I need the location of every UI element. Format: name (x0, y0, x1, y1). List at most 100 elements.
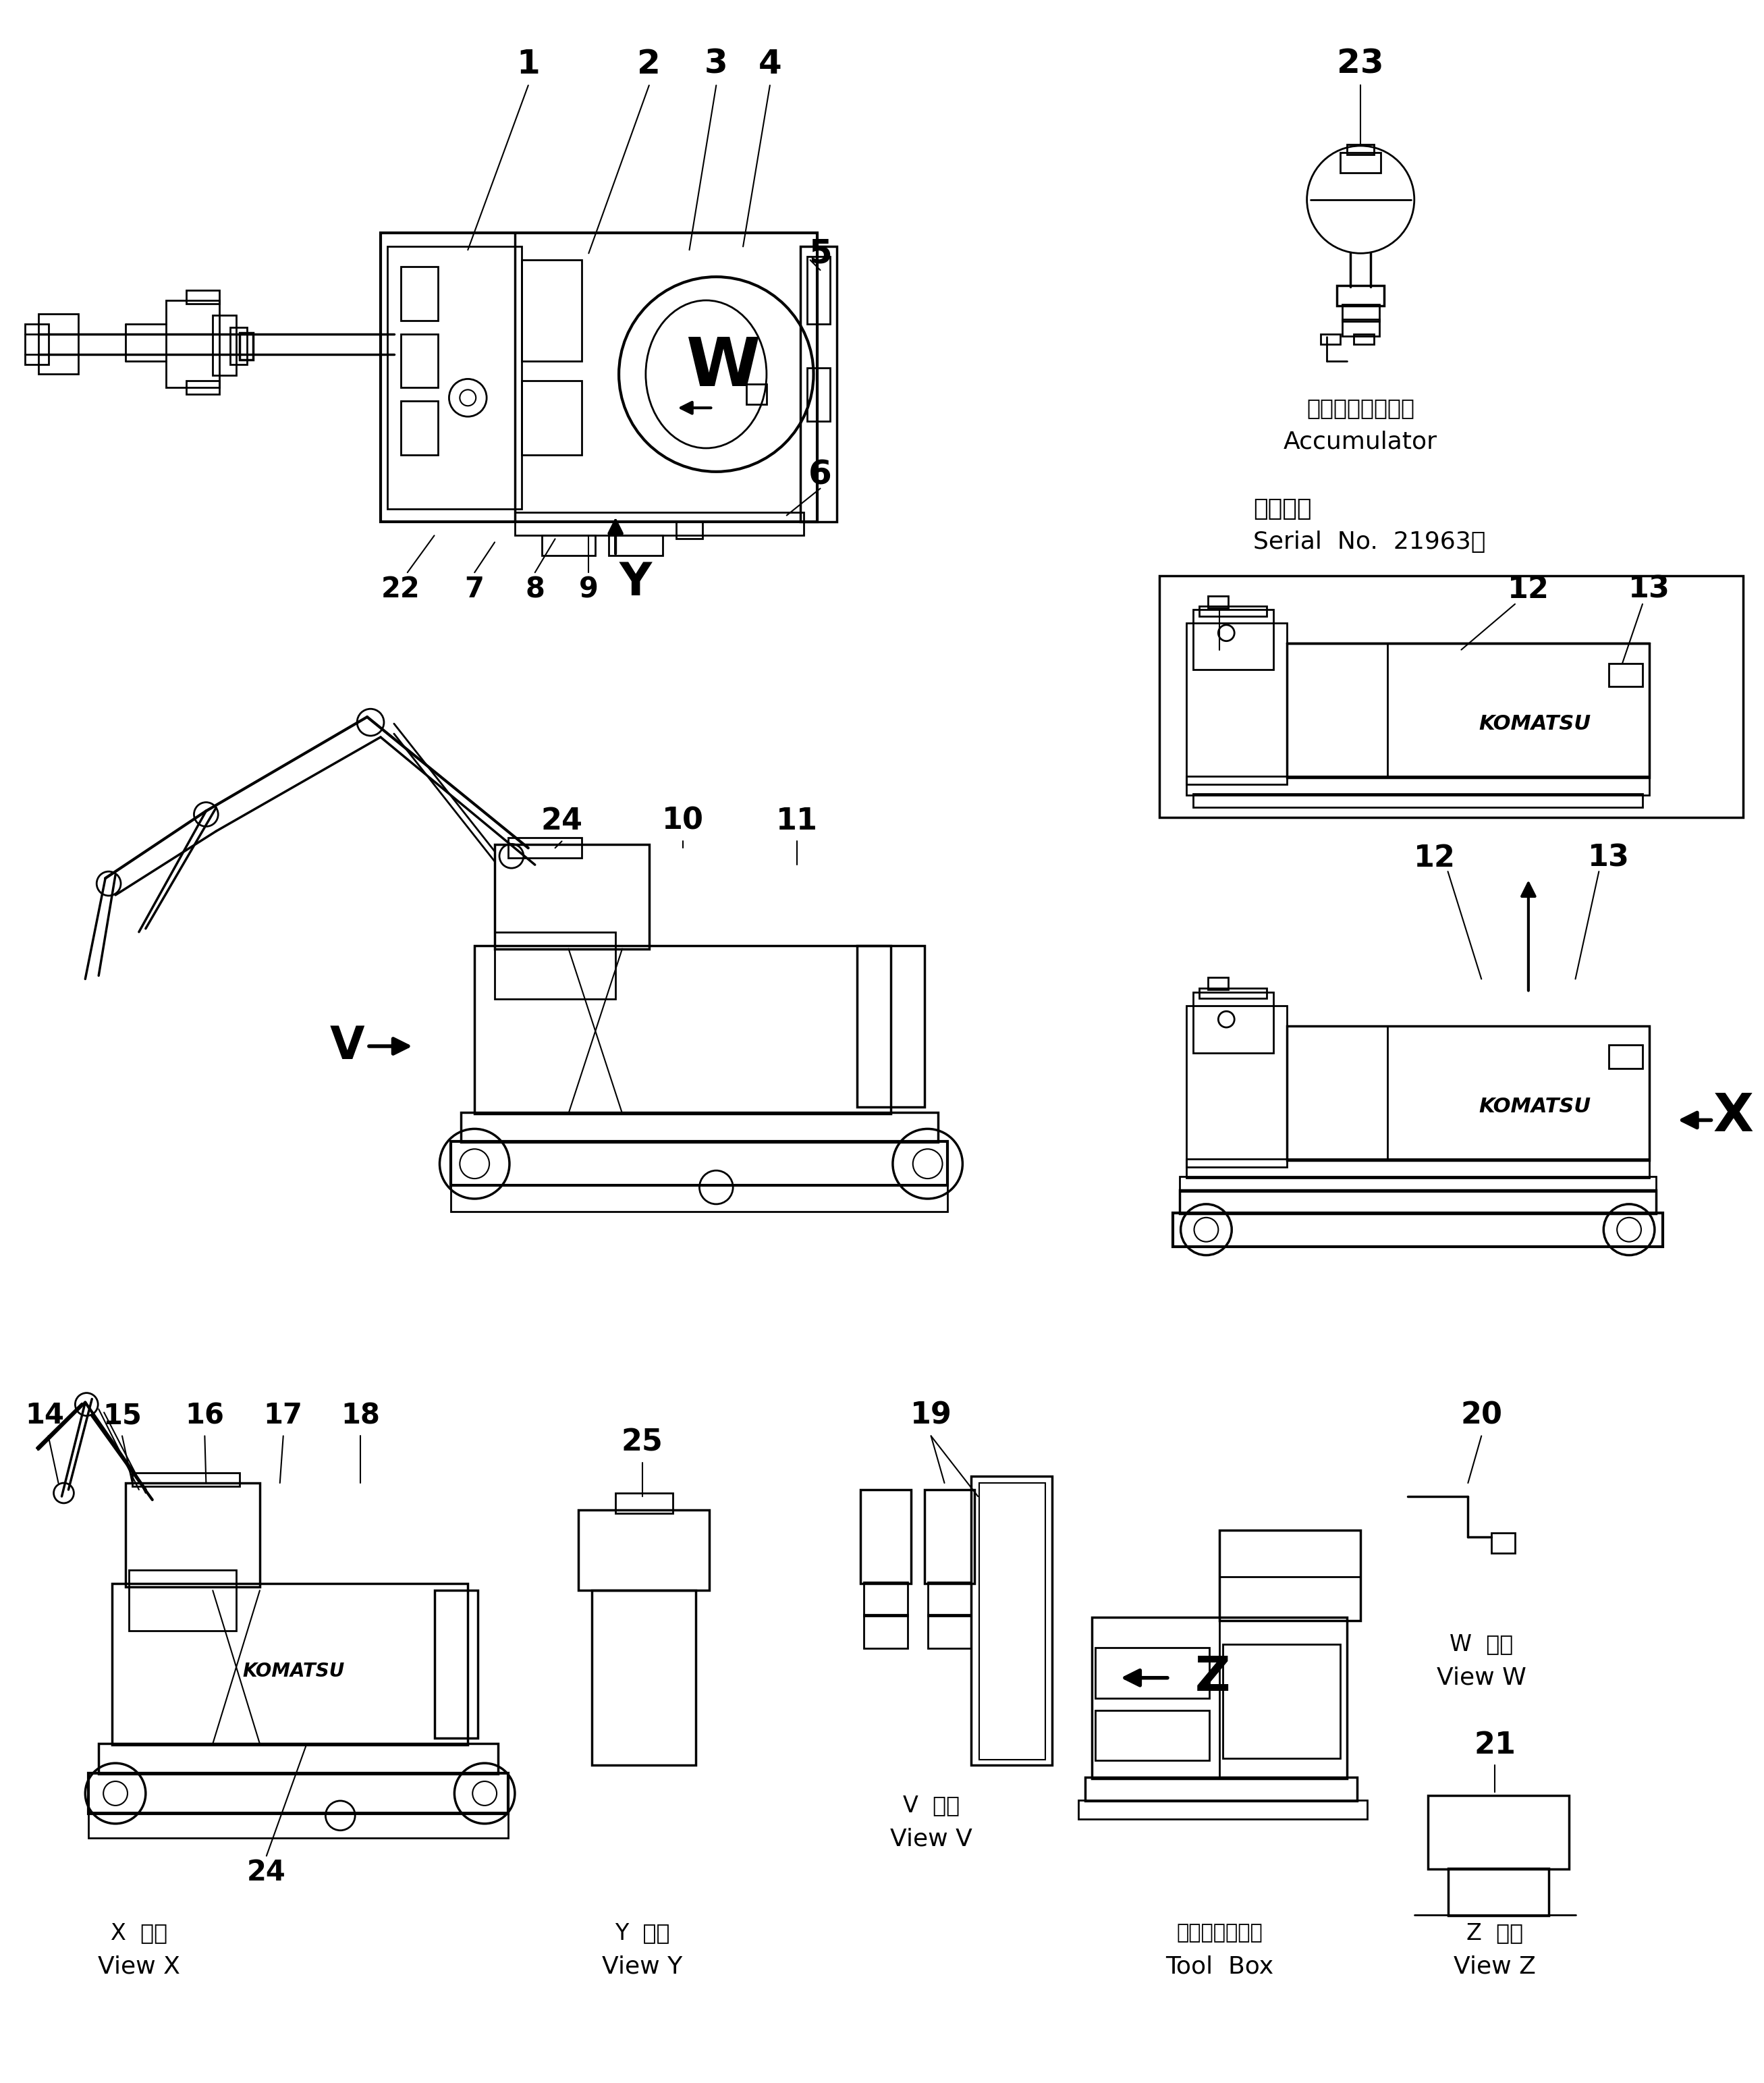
Bar (25, 323, 48, 365)
Text: 22: 22 (381, 575, 420, 604)
Bar (475, 946, 891, 1114)
Text: X: X (1713, 1091, 1753, 1141)
Text: 13: 13 (1588, 844, 1630, 873)
Text: 13: 13 (1628, 575, 1671, 604)
Bar (1355, 333, 1374, 344)
Bar (400, 402, 437, 454)
Text: Y  　視: Y 視 (616, 1923, 670, 1943)
Bar (801, 246, 838, 523)
Bar (1095, 1710, 1210, 1760)
Bar (129, 1571, 236, 1631)
Bar (593, 1591, 697, 1764)
Bar (88, 1812, 508, 1837)
Text: Serial  No.  21963～: Serial No. 21963～ (1252, 531, 1485, 554)
Bar (1286, 1027, 1649, 1160)
Bar (213, 315, 236, 375)
Bar (1208, 596, 1228, 608)
Text: 3: 3 (704, 48, 729, 79)
Bar (746, 385, 767, 404)
Text: Z: Z (1196, 1654, 1231, 1702)
Text: V  　視: V 視 (903, 1793, 960, 1816)
Text: 24: 24 (247, 1858, 286, 1887)
Bar (1095, 1648, 1210, 1698)
Bar (1427, 1796, 1568, 1868)
Bar (381, 233, 817, 523)
Bar (924, 1489, 975, 1583)
Text: 25: 25 (621, 1429, 663, 1458)
Bar (616, 1494, 672, 1512)
Bar (452, 1141, 947, 1185)
Bar (185, 381, 219, 394)
Bar (1180, 1189, 1656, 1214)
Bar (460, 1112, 938, 1141)
Bar (1078, 1800, 1367, 1818)
Text: 16: 16 (185, 1402, 224, 1429)
Bar (185, 290, 219, 304)
Bar (400, 267, 437, 321)
Bar (1342, 319, 1379, 335)
Text: 12: 12 (1413, 844, 1455, 873)
Text: View V: View V (889, 1827, 972, 1850)
Text: 1: 1 (517, 48, 540, 79)
Text: 23: 23 (1337, 48, 1385, 79)
Bar (861, 1489, 910, 1583)
Bar (1185, 1158, 1649, 1177)
Bar (1180, 1177, 1656, 1191)
Bar (494, 844, 649, 948)
Text: View Y: View Y (602, 1956, 683, 1979)
Bar (125, 1483, 259, 1587)
Text: 14: 14 (25, 1402, 65, 1429)
Bar (39, 315, 79, 375)
Text: V: V (330, 1025, 365, 1069)
Bar (1609, 1046, 1642, 1069)
Bar (231, 327, 247, 365)
Text: Y: Y (619, 560, 653, 604)
Text: Z  　視: Z 視 (1466, 1923, 1524, 1943)
Text: 2: 2 (637, 48, 662, 79)
Text: X  　視: X 視 (111, 1923, 168, 1943)
Bar (1085, 1777, 1357, 1802)
Text: アキュームレータ: アキュームレータ (1307, 396, 1415, 419)
Bar (928, 1583, 972, 1616)
Bar (1286, 644, 1649, 777)
Text: Accumulator: Accumulator (1284, 429, 1438, 452)
Bar (166, 300, 219, 387)
Bar (1492, 1533, 1515, 1552)
Text: ツールボックス: ツールボックス (1177, 1923, 1263, 1943)
Text: 8: 8 (526, 575, 545, 604)
Text: W  　視: W 視 (1450, 1633, 1514, 1656)
Bar (806, 367, 831, 421)
Bar (1222, 1643, 1341, 1758)
Bar (522, 260, 582, 360)
Bar (1192, 794, 1642, 806)
Bar (972, 1477, 1051, 1764)
Text: 6: 6 (808, 458, 833, 492)
Bar (240, 333, 252, 360)
Text: 20: 20 (1461, 1402, 1503, 1431)
Bar (508, 837, 582, 858)
Text: 11: 11 (776, 806, 818, 835)
Text: 21: 21 (1475, 1731, 1515, 1760)
Text: KOMATSU: KOMATSU (1478, 1098, 1591, 1116)
Bar (452, 1185, 947, 1212)
Bar (1092, 1616, 1348, 1779)
Bar (857, 946, 924, 1106)
Bar (1319, 333, 1341, 344)
Bar (515, 512, 803, 535)
Bar (522, 381, 582, 454)
Bar (1342, 304, 1379, 321)
Bar (928, 1614, 972, 1648)
Bar (1341, 152, 1381, 173)
Bar (494, 931, 616, 1000)
Bar (1609, 662, 1642, 687)
Text: 4: 4 (759, 48, 781, 79)
Text: 適用号機: 適用号機 (1252, 498, 1312, 521)
Text: 5: 5 (808, 237, 833, 269)
Bar (1337, 285, 1385, 306)
Bar (1185, 1006, 1286, 1166)
Text: KOMATSU: KOMATSU (1478, 714, 1591, 733)
Text: 9: 9 (579, 575, 598, 604)
Bar (1200, 606, 1267, 617)
Bar (864, 1583, 907, 1616)
Text: 18: 18 (340, 1402, 379, 1429)
